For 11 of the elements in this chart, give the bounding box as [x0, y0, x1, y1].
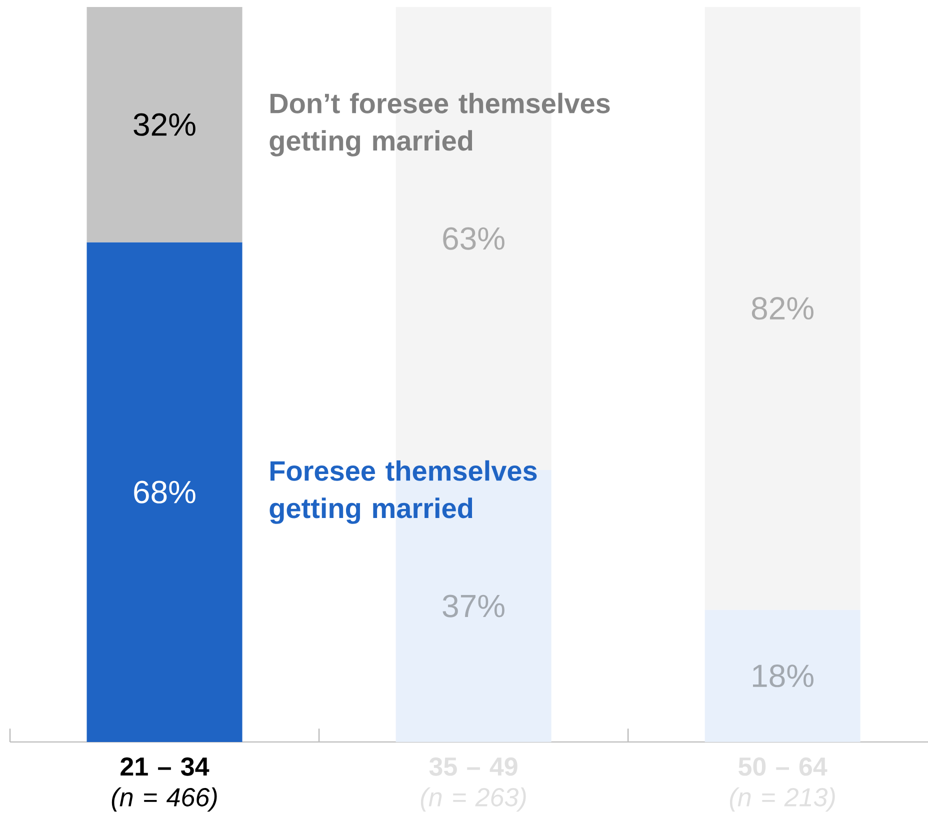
data-label: 37%: [442, 594, 504, 618]
series-label: Foresee themselves getting married: [270, 460, 537, 524]
data-label: 18%: [753, 664, 814, 688]
x-tick-label: 21 – 34 (n = 466): [112, 757, 217, 812]
bar: [86, 6, 242, 242]
data-label: 63%: [443, 227, 504, 250]
bar: [86, 242, 242, 742]
data-label: 68%: [134, 480, 196, 504]
data-label: 32%: [134, 113, 196, 136]
data-label: 82%: [752, 297, 814, 320]
series-label: Don’t foresee themselves getting married: [270, 92, 610, 156]
